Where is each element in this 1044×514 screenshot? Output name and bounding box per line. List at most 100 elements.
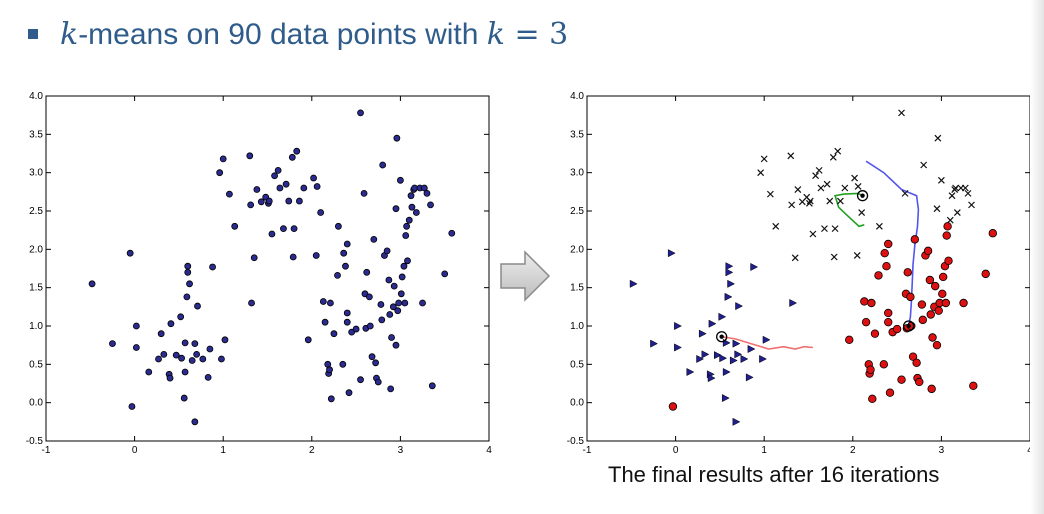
data-point — [401, 299, 409, 307]
cluster-circle-point — [908, 352, 918, 361]
data-point — [394, 307, 402, 315]
cluster-triangle-point — [722, 367, 731, 377]
data-point — [340, 249, 348, 257]
cluster-circle-point — [880, 248, 889, 258]
data-point — [178, 354, 185, 362]
data-point — [247, 201, 255, 209]
data-point — [385, 276, 393, 284]
cluster-triangle-point — [674, 343, 682, 352]
data-point — [181, 339, 189, 347]
data-point — [441, 270, 449, 278]
data-point — [289, 253, 297, 261]
cluster-triangle-point — [725, 262, 734, 271]
data-point — [370, 235, 378, 243]
data-point — [293, 147, 301, 155]
data-point — [393, 134, 401, 142]
data-point — [392, 341, 400, 349]
x-tick-label: 1 — [220, 445, 226, 456]
cluster-x-point — [821, 225, 828, 233]
data-point — [191, 340, 199, 348]
cluster-triangle-point — [708, 319, 717, 328]
data-point — [199, 355, 207, 363]
results-caption: The final results after 16 iterations — [608, 462, 940, 487]
cluster-circle-point — [884, 308, 893, 318]
cluster-circle-point — [897, 375, 906, 384]
slide-title: k-means on 90 data points with k = 3 — [60, 17, 568, 52]
y-tick-label: 1.5 — [570, 283, 584, 294]
data-point — [327, 299, 334, 307]
cluster-triangle-point — [686, 367, 695, 377]
cluster-triangle-point — [762, 335, 771, 344]
data-point — [404, 257, 411, 265]
cluster-triangle-point — [724, 292, 733, 301]
cluster-circle-point — [917, 300, 927, 309]
cluster-circle-point — [861, 317, 871, 327]
data-point — [188, 357, 196, 364]
x-tick-label: 1 — [761, 445, 767, 456]
data-point — [402, 232, 410, 239]
cluster-triangle-point — [732, 417, 741, 426]
data-point — [379, 161, 387, 169]
cluster-circle-point — [885, 388, 895, 397]
data-point — [166, 374, 174, 382]
cluster-x-point — [831, 225, 839, 233]
data-point — [280, 225, 287, 233]
cluster-circle-point — [845, 335, 854, 344]
data-point — [427, 201, 434, 209]
y-tick-label: 2.5 — [29, 206, 43, 217]
cluster-triangle-point — [667, 249, 676, 258]
data-point — [334, 271, 341, 279]
cluster-triangle-point — [735, 302, 744, 311]
data-point — [253, 186, 261, 193]
raw-data-scatter-plot: -1 0 1 2 3 4 -0.5 0.0 0.5 1.0 1.5 2.0 2.5 3.0 3.5 4.0 — [26, 91, 492, 456]
cluster-circle-point — [938, 272, 948, 282]
data-point — [180, 394, 188, 402]
cluster-x-point — [788, 201, 796, 209]
data-point — [423, 189, 431, 197]
data-point — [395, 299, 403, 307]
data-point — [184, 268, 192, 276]
cluster-circle-point — [879, 360, 889, 369]
data-point — [334, 222, 342, 230]
x-tick-label: 2 — [850, 445, 856, 456]
cluster-circle-point — [668, 402, 678, 411]
final-centroid-marker — [716, 331, 728, 343]
cluster-triangle-point — [701, 350, 710, 359]
title-text: -means on 90 data points with — [78, 17, 487, 51]
right-arrow-icon — [500, 250, 551, 302]
cluster-circle-point — [918, 315, 927, 325]
cluster-x-point — [823, 180, 831, 188]
x-tick-label: 2 — [309, 445, 315, 456]
cluster-triangle-point — [732, 339, 741, 348]
cluster-circle-point — [930, 281, 940, 291]
cluster-circle-point — [866, 365, 875, 374]
y-tick-label: 1.0 — [570, 321, 584, 332]
cluster-circle-point — [910, 235, 920, 244]
data-point — [317, 209, 325, 216]
data-point — [319, 298, 327, 305]
data-point — [248, 299, 255, 307]
data-point — [390, 282, 398, 290]
data-point — [288, 153, 296, 161]
data-point — [403, 222, 411, 230]
cluster-x-point — [841, 184, 849, 192]
data-point — [412, 209, 420, 216]
data-point — [88, 280, 96, 288]
cluster-triangle-point — [698, 329, 707, 338]
cluster-x-point — [933, 205, 941, 213]
data-point — [377, 301, 385, 308]
data-point — [339, 360, 347, 368]
data-point — [160, 350, 168, 358]
y-tick-label: 3.0 — [29, 168, 43, 179]
data-point — [193, 350, 201, 358]
cluster-circle-point — [884, 239, 893, 249]
data-point — [360, 189, 368, 197]
data-point — [343, 318, 351, 326]
x-tick-label: 0 — [132, 445, 138, 456]
cluster-x-point — [875, 222, 883, 230]
cluster-x-point — [934, 134, 942, 142]
data-point — [132, 344, 140, 351]
cluster-circle-point — [969, 381, 978, 390]
data-point — [276, 184, 284, 192]
y-tick-label: 4.0 — [29, 91, 43, 102]
